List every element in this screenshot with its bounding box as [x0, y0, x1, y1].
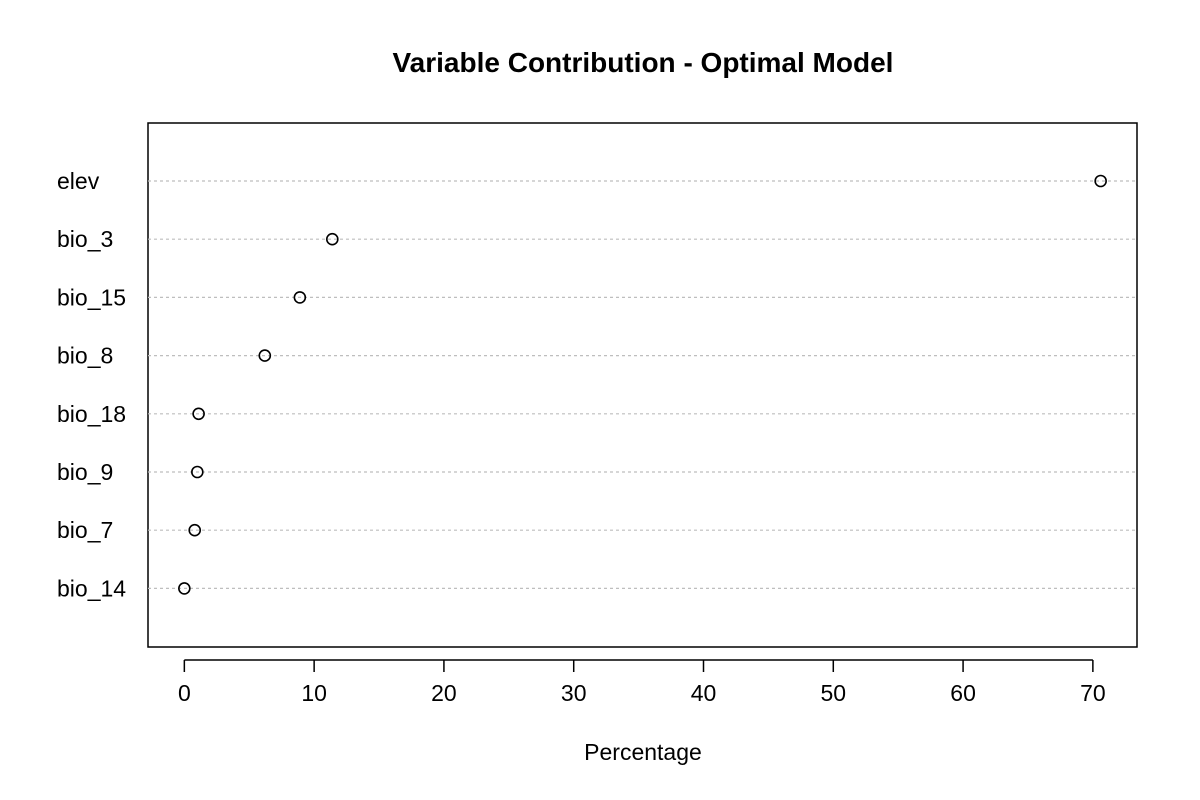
x-tick-label-40: 40: [691, 680, 717, 706]
data-point-bio_8: [258, 349, 272, 362]
category-label-bio_7: bio_7: [57, 517, 113, 543]
category-label-bio_8: bio_8: [57, 343, 113, 369]
data-point-elev: [1094, 174, 1107, 188]
chart-title: Variable Contribution - Optimal Model: [393, 47, 894, 78]
data-points: [178, 174, 1107, 595]
x-tick-label-0: 0: [178, 680, 191, 706]
grid-lines: [148, 180, 1137, 590]
x-axis: 0 10 20 30 40 50 60 70: [178, 659, 1106, 706]
category-label-elev: elev: [57, 168, 100, 194]
category-label-bio_3: bio_3: [57, 226, 113, 252]
data-point-bio_14: [178, 582, 191, 595]
category-label-bio_9: bio_9: [57, 459, 113, 485]
category-label-bio_14: bio_14: [57, 575, 126, 601]
data-point-bio_15: [293, 291, 307, 304]
x-tick-label-10: 10: [301, 680, 327, 706]
x-axis-label: Percentage: [584, 739, 702, 765]
data-point-bio_7: [188, 523, 202, 537]
x-tick-label-70: 70: [1080, 680, 1106, 706]
data-point-bio_18: [192, 407, 205, 421]
category-label-bio_15: bio_15: [57, 284, 126, 310]
plot-frame: [147, 122, 1138, 648]
category-labels: elev bio_3 bio_15 bio_8 bio_18 bio_9 bio_7 bio_…: [57, 168, 126, 601]
category-label-bio_18: bio_18: [57, 401, 126, 427]
x-tick-label-60: 60: [950, 680, 976, 706]
data-point-bio_3: [326, 232, 339, 246]
data-point-bio_9: [191, 465, 204, 479]
x-tick-label-50: 50: [820, 680, 846, 706]
x-tick-label-30: 30: [561, 680, 587, 706]
x-tick-label-20: 20: [431, 680, 457, 706]
